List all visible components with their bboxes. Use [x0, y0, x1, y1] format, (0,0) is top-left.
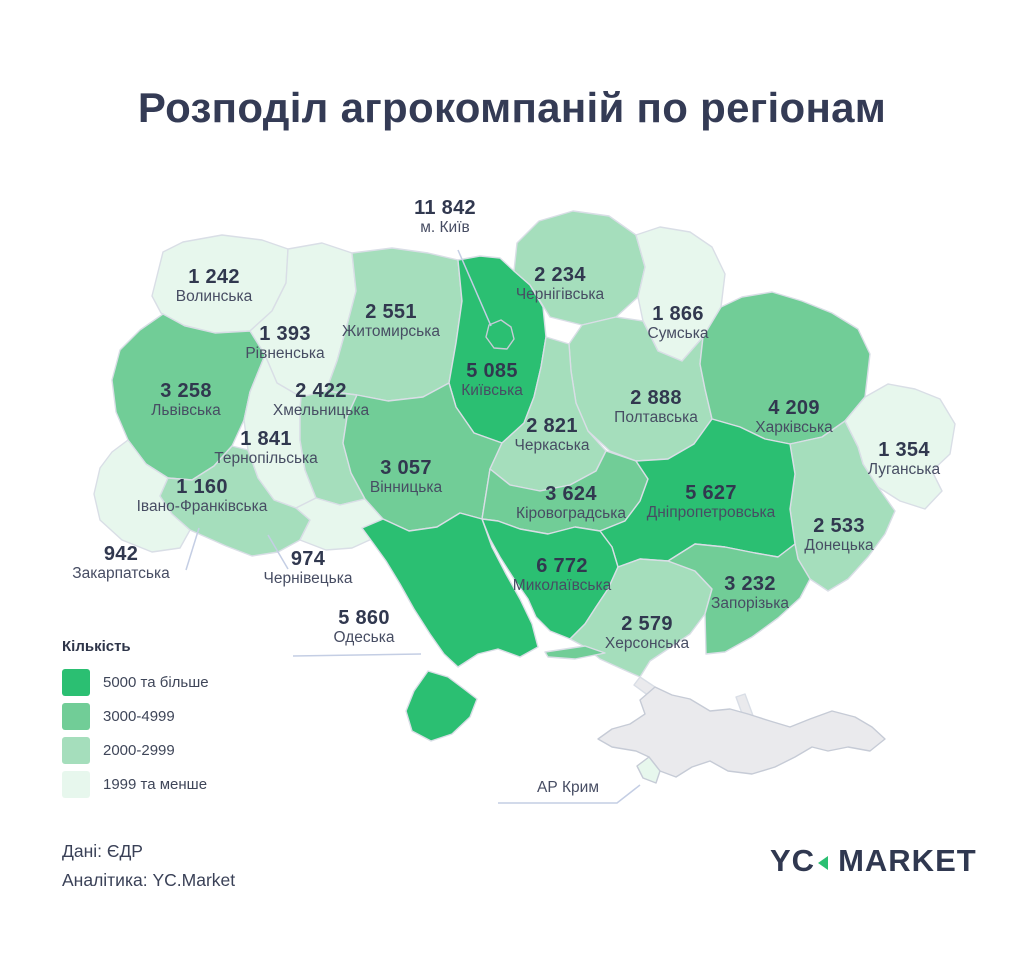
legend-label: 5000 та більше — [103, 674, 209, 691]
legend-item: 5000 та більше — [62, 669, 209, 696]
legend-swatch — [62, 703, 90, 730]
legend-swatch — [62, 771, 90, 798]
analytics-credit-text: Аналітика: YC.Market — [62, 870, 236, 890]
coastal-spit — [544, 645, 606, 660]
region-sevastopol — [636, 756, 661, 784]
legend-item: 1999 та менше — [62, 771, 209, 798]
region-crimea — [597, 686, 886, 778]
legend-swatch — [62, 737, 90, 764]
region-odesa — [361, 512, 539, 668]
legend-swatch — [62, 669, 90, 696]
region-odesa-budjak — [405, 670, 478, 742]
legend-items: 5000 та більше 3000-4999 2000-2999 1999 та … — [62, 669, 209, 798]
legend-label: 2000-2999 — [103, 742, 175, 759]
page-title: Розподіл агрокомпаній по регіонам — [137, 84, 887, 131]
odesa-callout-line — [292, 653, 422, 657]
logo-triangle-icon — [818, 856, 829, 870]
data-source-text: Дані: ЄДР — [62, 841, 143, 861]
legend-item: 2000-2999 — [62, 737, 209, 764]
legend-item: 3000-4999 — [62, 703, 209, 730]
kyiv-city-callout-line — [457, 249, 492, 327]
yc-market-logo: YC MARKET — [770, 843, 977, 879]
chernivtsi-callout-line — [267, 534, 289, 570]
crimea-callout-line — [498, 784, 641, 804]
logo-market-text: MARKET — [838, 843, 977, 878]
zakarpattia-callout-line — [185, 527, 200, 571]
legend-label: 3000-4999 — [103, 708, 175, 725]
legend-title: Кількість — [62, 638, 131, 655]
region-kyiv-city — [485, 319, 515, 350]
logo-yc-text: YC — [770, 843, 816, 878]
footer-credits: Дані: ЄДР Аналітика: YC.Market — [62, 837, 235, 895]
legend-label: 1999 та менше — [103, 776, 208, 793]
region-zaporizhzhia — [667, 543, 811, 655]
map-legend: Кількість 5000 та більше 3000-4999 2000-29… — [62, 638, 209, 805]
